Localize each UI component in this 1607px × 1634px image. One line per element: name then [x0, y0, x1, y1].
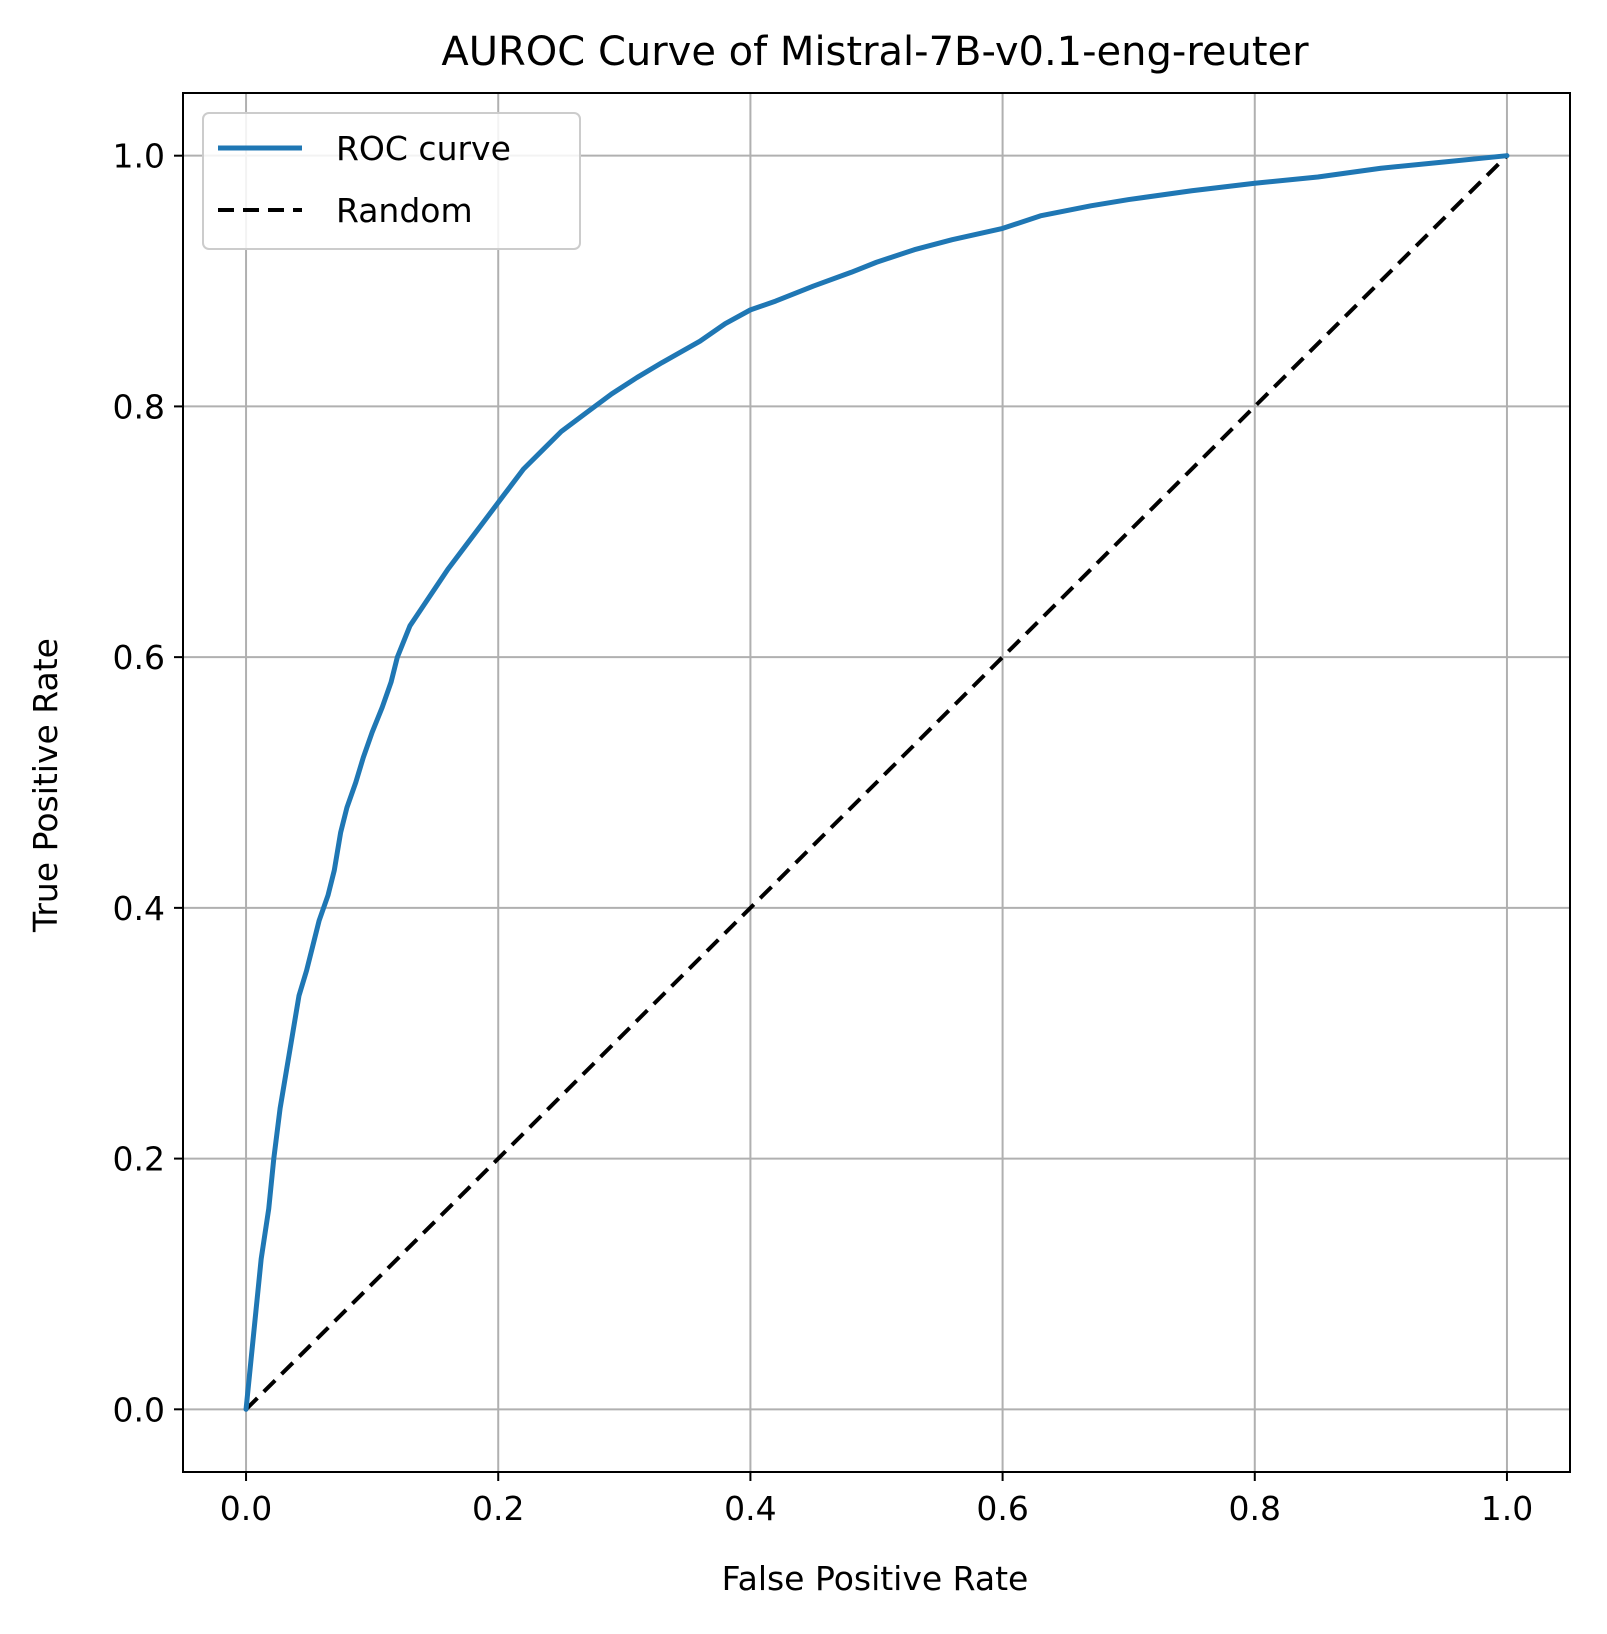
y-tick-label: 1.0	[113, 137, 165, 176]
y-tick-label: 0.2	[113, 1140, 165, 1179]
x-tick-label: 0.8	[1229, 1489, 1281, 1528]
roc-curve-line	[243, 153, 1510, 1412]
x-tick-label: 0.2	[472, 1489, 524, 1528]
legend-label: Random	[336, 191, 473, 230]
legend: ROC curve Random	[202, 112, 581, 250]
ticks: 0.0 0.2 0.4 0.6 0.8 1.0 0.0 0.2 0.4 0.6 0.8 1.0	[113, 137, 1534, 1528]
x-tick-label: 1.0	[1481, 1489, 1533, 1528]
x-axis-label: False Positive Rate	[722, 1559, 1029, 1598]
y-tick-label: 0.8	[113, 387, 165, 426]
chart-title: AUROC Curve of Mistral-7B-v0.1-eng-reute…	[441, 29, 1309, 75]
series-layer	[243, 153, 1510, 1412]
x-tick-label: 0.6	[976, 1489, 1028, 1528]
y-tick-label: 0.4	[113, 889, 165, 928]
y-axis-label: True Positive Rate	[26, 638, 65, 933]
y-tick-label: 0.6	[113, 638, 165, 677]
random-baseline-line	[244, 154, 1509, 1411]
x-tick-label: 0.0	[220, 1489, 272, 1528]
legend-label: ROC curve	[336, 129, 511, 168]
y-tick-label: 0.0	[113, 1390, 165, 1429]
x-tick-label: 0.4	[724, 1489, 776, 1528]
plot-frame	[182, 92, 1571, 1473]
